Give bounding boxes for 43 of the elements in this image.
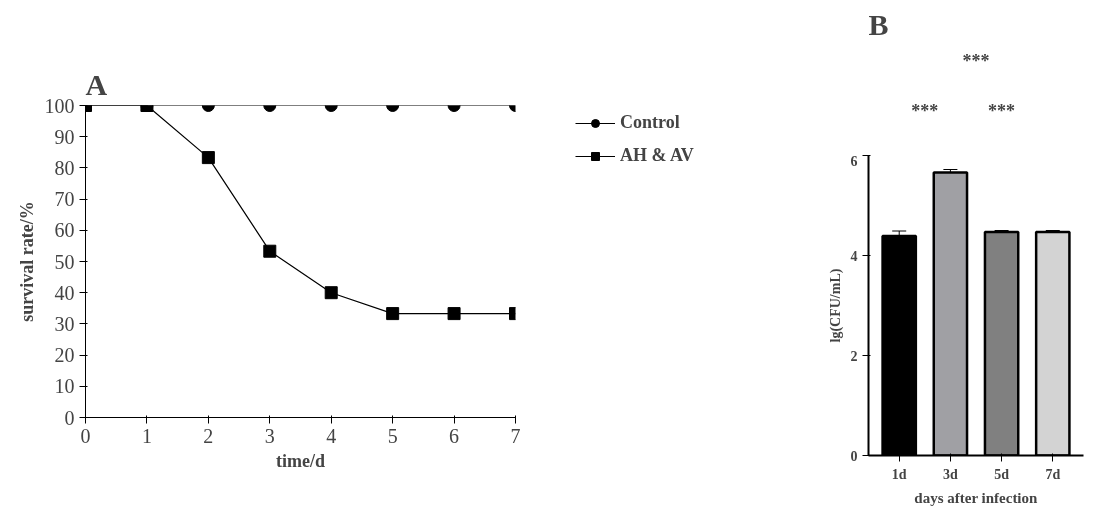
y-tick-label: 90 bbox=[54, 125, 75, 148]
chart-title: B bbox=[868, 7, 889, 41]
point bbox=[386, 307, 400, 321]
x-tick-label: 2 bbox=[203, 424, 214, 447]
x-axis-title: time/d bbox=[276, 450, 325, 471]
y-tick-label: 4 bbox=[850, 248, 858, 264]
y-tick-label: 70 bbox=[54, 188, 75, 211]
point bbox=[263, 244, 277, 258]
y-tick-label: 40 bbox=[54, 281, 75, 304]
x-tick-label: 5 bbox=[387, 424, 398, 447]
x-tick-label: 6 bbox=[449, 424, 460, 447]
x-tick-label: 0 bbox=[80, 424, 91, 447]
y-tick-label: 2 bbox=[850, 348, 858, 364]
x-tick-label: 7 bbox=[510, 424, 521, 447]
x-tick-label: 1 bbox=[141, 424, 152, 447]
x-tick-label: 3 bbox=[264, 424, 275, 447]
legend-label: Control bbox=[620, 112, 680, 133]
y-axis-title: lg(CFU/mL) bbox=[827, 268, 844, 343]
point bbox=[324, 286, 338, 300]
x-axis-title: days after infection bbox=[914, 489, 1039, 506]
x-tick-label: 1d bbox=[891, 466, 907, 482]
y-tick-label: 60 bbox=[54, 219, 75, 242]
y-tick-label: 20 bbox=[54, 344, 75, 367]
x-tick-label: 4 bbox=[326, 424, 337, 447]
text: *** bbox=[988, 100, 1016, 121]
y-tick-label: 100 bbox=[44, 94, 75, 117]
y-tick-label: 80 bbox=[54, 156, 75, 179]
y-tick-label: 6 bbox=[850, 153, 858, 169]
legend-label: AH & AV bbox=[620, 145, 694, 166]
text: *** bbox=[962, 50, 990, 71]
x-tick-label: 3d bbox=[943, 466, 959, 482]
x-tick-label: 5d bbox=[994, 466, 1010, 482]
point bbox=[201, 151, 215, 165]
y-tick-label: 50 bbox=[54, 250, 75, 273]
x-tick-label: 7d bbox=[1045, 466, 1061, 482]
y-axis-title: survival rate/% bbox=[16, 201, 37, 322]
y-tick-label: 0 bbox=[850, 448, 858, 464]
point bbox=[447, 307, 461, 321]
y-tick-label: 30 bbox=[54, 312, 75, 335]
y-tick-label: 10 bbox=[54, 375, 75, 398]
chart-title: A bbox=[85, 67, 108, 101]
text: *** bbox=[911, 100, 939, 121]
y-tick-label: 0 bbox=[64, 406, 75, 429]
